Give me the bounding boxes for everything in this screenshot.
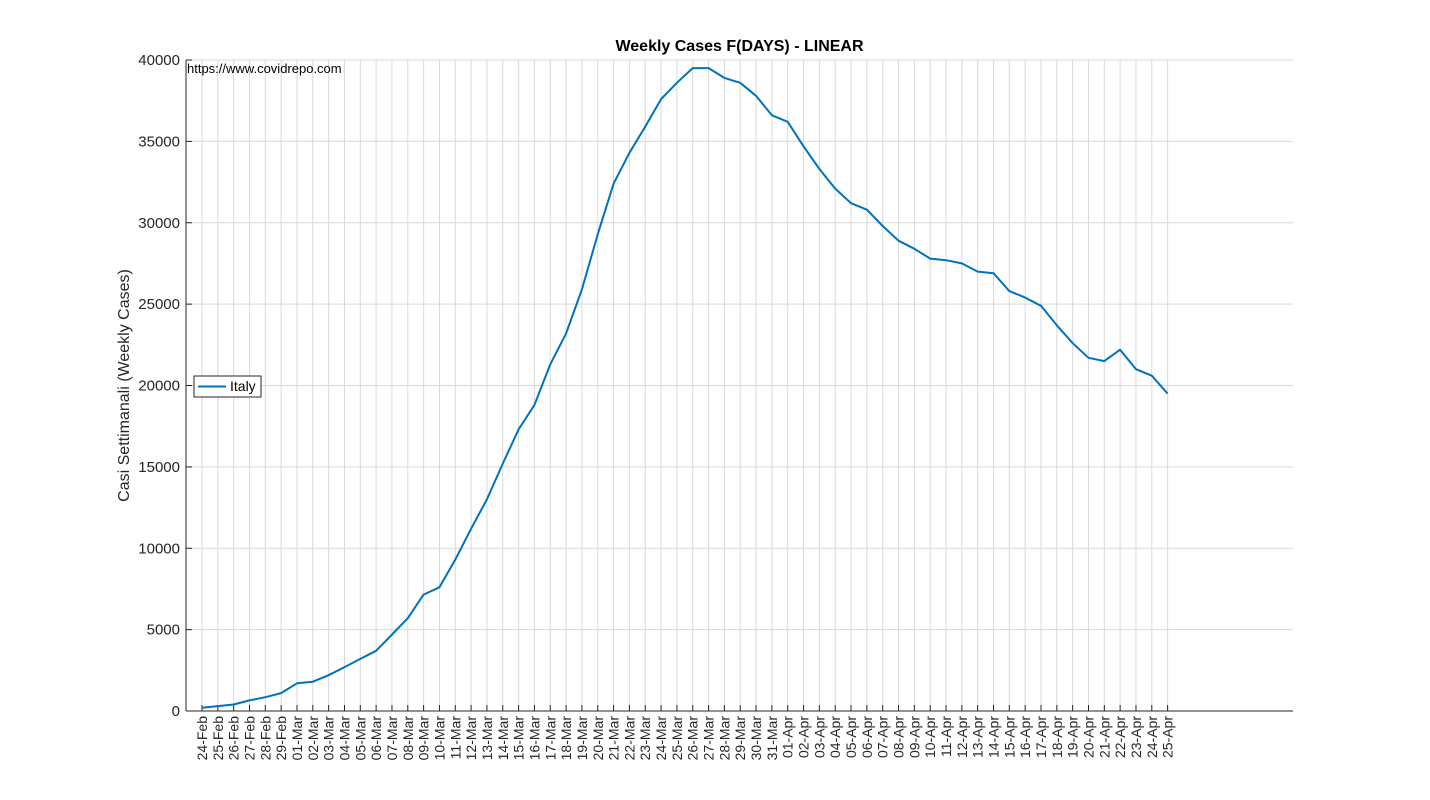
x-tick-label: 01-Mar (289, 716, 305, 761)
x-tick-label: 07-Mar (384, 716, 400, 761)
x-tick-label: 26-Feb (226, 716, 242, 761)
x-tick-label: 26-Mar (685, 716, 701, 761)
chart-title: Weekly Cases F(DAYS) - LINEAR (615, 38, 864, 55)
x-tick-label: 20-Mar (590, 716, 606, 761)
x-tick-label: 08-Mar (400, 716, 416, 761)
x-tick-label: 22-Mar (621, 716, 637, 761)
x-tick-label: 02-Mar (305, 716, 321, 761)
x-tick-label: 27-Feb (241, 716, 257, 761)
x-tick-label: 09-Mar (416, 716, 432, 761)
x-tick-label: 07-Apr (875, 716, 891, 758)
x-tick-label: 29-Mar (732, 716, 748, 761)
x-tick-label: 09-Apr (906, 716, 922, 758)
legend-box (193, 375, 262, 398)
ticks-layer: 0 5000 10000 15000 20000 25000 30000 35000 40000… (138, 52, 1175, 760)
x-tick-label: 28-Feb (257, 716, 273, 761)
x-tick-label: 24-Feb (194, 716, 210, 761)
y-tick-label: 35000 (138, 133, 180, 150)
x-tick-label: 06-Apr (859, 716, 875, 758)
x-tick-label: 02-Apr (796, 716, 812, 758)
x-tick-label: 16-Mar (526, 716, 542, 761)
x-tick-label: 15-Mar (511, 716, 527, 761)
y-tick-label: 10000 (138, 540, 180, 557)
legend-entry: Italy (230, 378, 256, 394)
series-line-italy (201, 67, 1169, 709)
x-tick-label: 23-Apr (1128, 716, 1144, 758)
x-tick-label: 14-Apr (986, 716, 1002, 758)
x-tick-label: 22-Apr (1112, 716, 1128, 758)
x-tick-label: 30-Mar (748, 716, 764, 761)
x-tick-label: 08-Apr (891, 716, 907, 758)
x-tick-label: 06-Mar (368, 716, 384, 761)
x-tick-label: 27-Mar (701, 716, 717, 761)
y-tick-label: 5000 (147, 622, 180, 639)
x-tick-label: 15-Apr (1001, 716, 1017, 758)
x-tick-label: 23-Mar (637, 716, 653, 761)
x-tick-label: 29-Feb (273, 716, 289, 761)
y-tick-label: 0 (172, 703, 180, 720)
x-tick-label: 13-Mar (479, 716, 495, 761)
x-tick-label: 01-Apr (780, 716, 796, 758)
x-tick-label: 16-Apr (1017, 716, 1033, 758)
x-tick-label: 12-Apr (954, 716, 970, 758)
x-tick-label: 11-Mar (447, 716, 463, 760)
x-tick-label: 04-Mar (336, 716, 352, 761)
x-tick-label: 18-Mar (558, 716, 574, 761)
x-tick-label: 20-Apr (1080, 716, 1096, 758)
axes-layer (185, 59, 1293, 712)
x-tick-label: 03-Mar (321, 716, 337, 761)
x-tick-label: 11-Apr (938, 716, 954, 757)
x-tick-label: 19-Mar (574, 716, 590, 761)
x-tick-label: 18-Apr (1049, 716, 1065, 758)
y-tick-label: 30000 (138, 215, 180, 232)
x-tick-label: 05-Apr (843, 716, 859, 758)
x-tick-label: 03-Apr (811, 716, 827, 758)
x-tick-label: 28-Mar (716, 716, 732, 761)
x-tick-label: 04-Apr (827, 716, 843, 758)
x-tick-label: 17-Apr (1033, 716, 1049, 758)
legend: Italy (193, 375, 262, 398)
x-tick-label: 24-Mar (653, 716, 669, 761)
x-tick-label: 12-Mar (463, 716, 479, 761)
x-tick-label: 21-Apr (1096, 716, 1112, 758)
x-tick-label: 21-Mar (606, 716, 622, 761)
x-tick-label: 17-Mar (542, 716, 558, 761)
y-tick-label: 25000 (138, 296, 180, 313)
x-tick-label: 24-Apr (1144, 716, 1160, 758)
y-tick-label: 20000 (138, 378, 180, 395)
y-tick-label: 15000 (138, 459, 180, 476)
x-tick-label: 31-Mar (764, 716, 780, 761)
x-tick-label: 25-Apr (1160, 716, 1176, 758)
x-tick-label: 05-Mar (352, 716, 368, 761)
x-tick-label: 19-Apr (1065, 716, 1081, 758)
series-layer (201, 67, 1169, 709)
x-tick-label: 10-Mar (431, 716, 447, 761)
y-axis-label: Casi Settimanali (Weekly Cases) (116, 269, 133, 502)
x-tick-label: 13-Apr (970, 716, 986, 758)
x-tick-label: 25-Feb (210, 716, 226, 761)
x-tick-label: 25-Mar (669, 716, 685, 761)
x-tick-label: 14-Mar (495, 716, 511, 761)
x-tick-label: 10-Apr (922, 716, 938, 758)
y-tick-label: 40000 (138, 52, 180, 69)
watermark-url: https://www.covidrepo.com (187, 61, 342, 76)
